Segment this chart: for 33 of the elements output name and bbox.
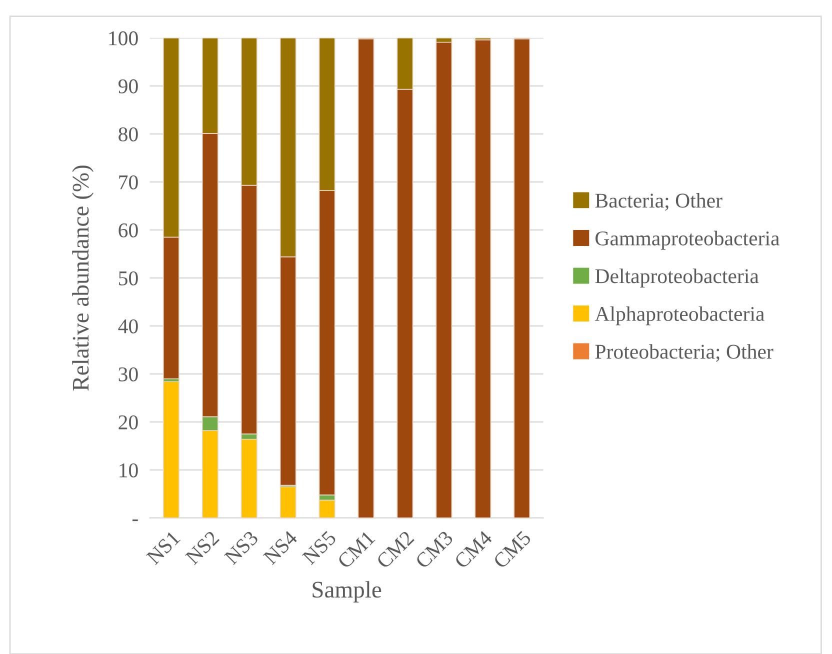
y-tick-label: 70: [119, 175, 138, 190]
bar: [240, 438, 258, 518]
x-tick-label: NS2: [184, 530, 220, 566]
bar: [474, 39, 492, 518]
x-tick-label: NS4: [262, 530, 298, 566]
x-tick-label: CM2: [376, 530, 415, 570]
y-tick-label: 10: [120, 463, 138, 478]
bar: [358, 38, 374, 518]
y-tick-label: 60: [118, 223, 138, 238]
legend-label: Alphaproteobacteria: [594, 306, 764, 326]
legend-label: Deltaproteobacteria: [595, 268, 759, 288]
y-tick-label: 20: [118, 415, 138, 430]
y-tick-label: 30: [118, 367, 138, 382]
x-axis-title: Sample: [312, 581, 382, 602]
bar: [318, 500, 336, 518]
x-tick-label: CM1: [336, 530, 376, 570]
x-tick-label: CM3: [414, 530, 454, 570]
bar: [436, 42, 452, 518]
y-tick-label: 100: [109, 31, 138, 46]
y-tick-label: -: [132, 520, 138, 522]
x-tick-label: NS1: [146, 530, 181, 566]
legend-label: Bacteria; Other: [595, 193, 722, 211]
y-tick-label: 50: [119, 271, 138, 286]
bar: [514, 38, 530, 518]
bar: [162, 381, 180, 518]
x-tick-label: NS3: [224, 530, 259, 566]
y-tick-label: 90: [118, 79, 138, 94]
y-tick-label: 80: [118, 127, 138, 142]
x-tick-label: NS5: [302, 530, 337, 566]
legend-label: Gammaproteobacteria: [596, 230, 780, 250]
legend-label: Proteobacteria; Other: [595, 344, 774, 362]
y-axis-title: Relative abundance (%): [72, 166, 94, 391]
y-tick-label: 40: [118, 319, 138, 334]
